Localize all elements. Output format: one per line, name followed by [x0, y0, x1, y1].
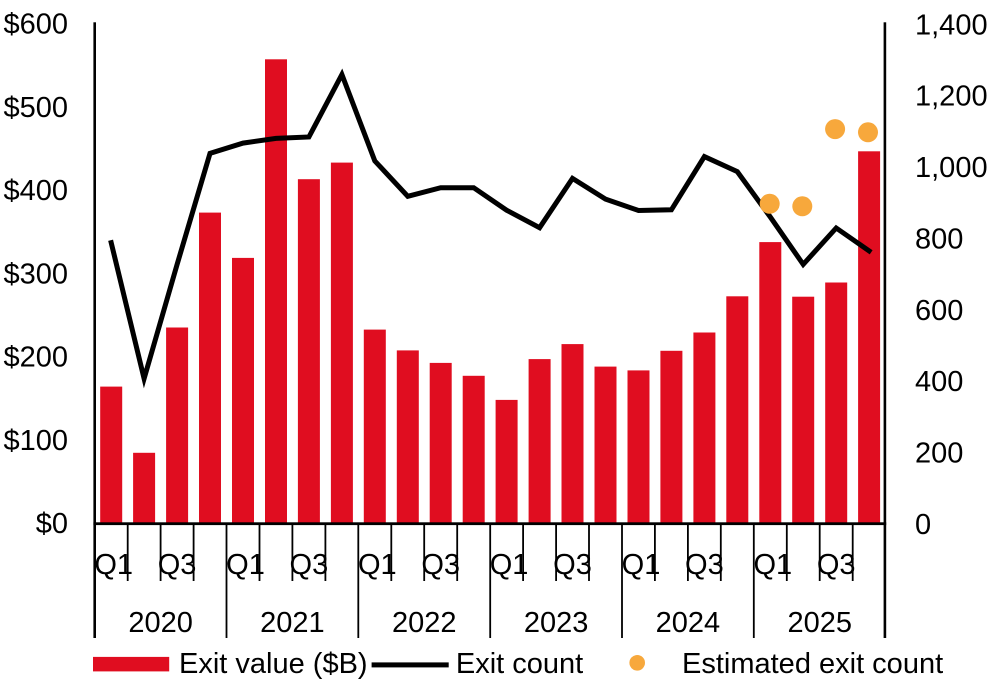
- svg-text:2020: 2020: [128, 607, 193, 639]
- svg-text:Q3: Q3: [158, 549, 197, 581]
- svg-text:0: 0: [915, 509, 931, 541]
- svg-text:2024: 2024: [656, 607, 721, 639]
- svg-text:$200: $200: [3, 342, 68, 374]
- svg-text:Q3: Q3: [685, 549, 724, 581]
- svg-text:2021: 2021: [260, 607, 325, 639]
- svg-text:Q3: Q3: [553, 549, 592, 581]
- svg-text:Q1: Q1: [753, 549, 792, 581]
- svg-text:Q3: Q3: [421, 549, 460, 581]
- svg-text:$500: $500: [3, 92, 68, 124]
- svg-text:200: 200: [915, 438, 963, 470]
- svg-text:Q1: Q1: [226, 549, 265, 581]
- svg-text:1,200: 1,200: [915, 81, 988, 113]
- svg-text:800: 800: [915, 224, 963, 256]
- svg-text:2023: 2023: [524, 607, 589, 639]
- svg-text:$100: $100: [3, 425, 68, 457]
- svg-text:2025: 2025: [787, 607, 852, 639]
- svg-text:1,400: 1,400: [915, 9, 988, 41]
- svg-text:Exit count: Exit count: [456, 648, 583, 680]
- svg-text:Q3: Q3: [290, 549, 329, 581]
- svg-text:Q1: Q1: [490, 549, 529, 581]
- svg-text:Q1: Q1: [94, 549, 133, 581]
- svg-text:Q3: Q3: [817, 549, 856, 581]
- svg-text:$0: $0: [36, 508, 68, 540]
- svg-text:400: 400: [915, 366, 963, 398]
- svg-text:2022: 2022: [392, 607, 457, 639]
- svg-text:$600: $600: [3, 9, 68, 41]
- svg-text:Exit value ($B): Exit value ($B): [179, 648, 368, 680]
- svg-text:600: 600: [915, 295, 963, 327]
- svg-text:Q1: Q1: [358, 549, 397, 581]
- svg-text:$400: $400: [3, 175, 68, 207]
- svg-text:Estimated exit count: Estimated exit count: [682, 648, 943, 680]
- svg-text:$300: $300: [3, 258, 68, 290]
- svg-text:Q1: Q1: [622, 549, 661, 581]
- svg-text:1,000: 1,000: [915, 152, 988, 184]
